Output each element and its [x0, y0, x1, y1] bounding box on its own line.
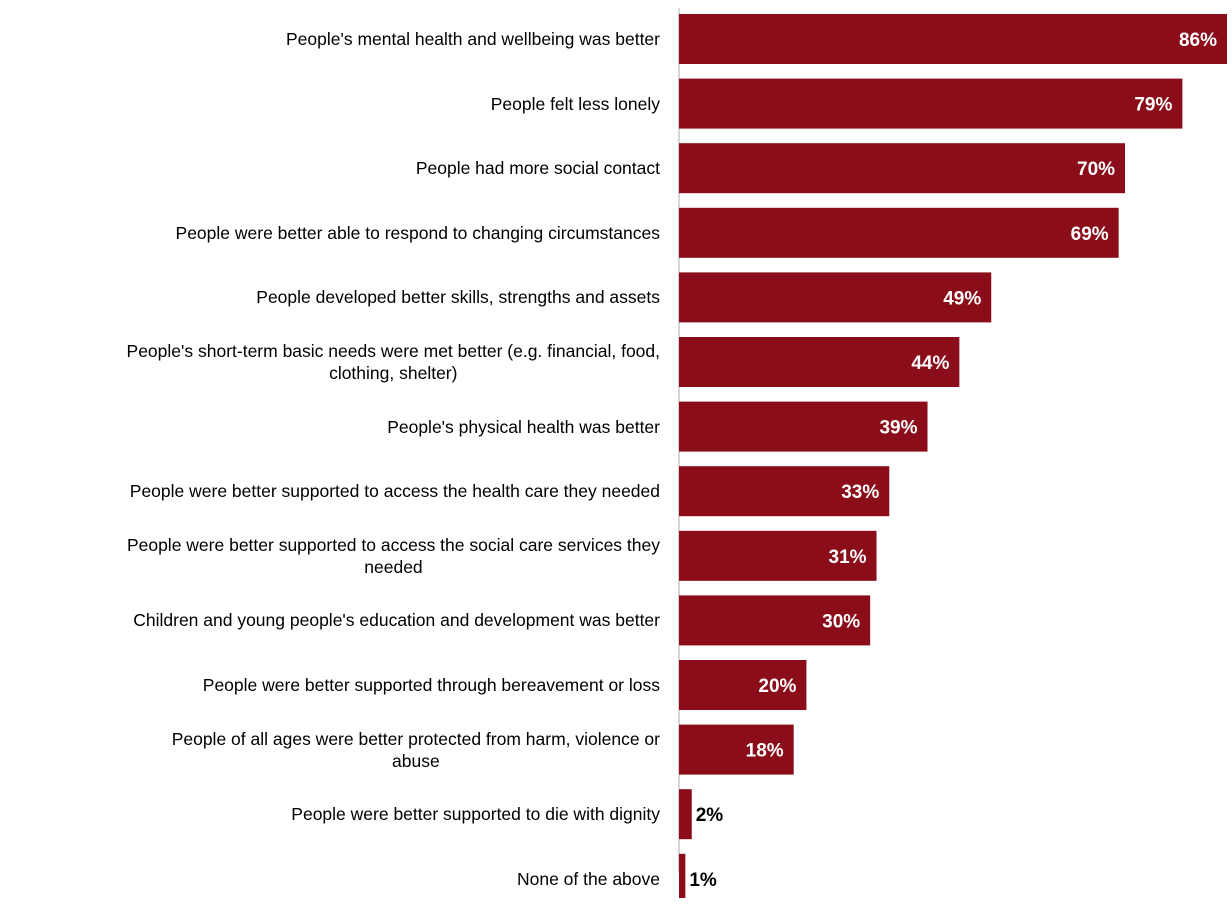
- category-label-1: People's mental health and wellbeing was…: [286, 29, 660, 49]
- value-label-10: 30%: [822, 611, 860, 632]
- category-label-2: People felt less lonely: [490, 93, 660, 114]
- value-label-13: 2%: [696, 805, 724, 826]
- bar-12: [679, 724, 794, 775]
- value-label-3: 70%: [1077, 159, 1115, 180]
- bar-8: [679, 466, 890, 517]
- value-label-6: 44%: [911, 353, 949, 374]
- value-label-11: 20%: [758, 676, 796, 697]
- value-label-9: 31%: [829, 547, 867, 568]
- bar-13: [679, 789, 692, 840]
- bar-5: [679, 272, 992, 323]
- category-label-9: People were better supported to access t…: [126, 534, 660, 577]
- category-label-11: People were better supported through ber…: [202, 675, 660, 695]
- bar-3: [679, 143, 1126, 194]
- category-label-12: People of all ages were better protected…: [171, 728, 660, 771]
- value-label-7: 39%: [879, 418, 917, 439]
- bar-10: [679, 595, 871, 646]
- category-label-14: None of the above: [516, 868, 660, 889]
- bar-1: [679, 14, 1227, 64]
- bar-4: [679, 207, 1119, 258]
- category-label-7: People's physical health was better: [387, 416, 660, 437]
- category-label-6: People's short-term basic needs were met…: [126, 341, 660, 383]
- bar-11: [679, 660, 807, 710]
- category-label-5: People developed better skills, strength…: [256, 287, 660, 308]
- value-label-1: 86%: [1179, 30, 1217, 51]
- category-label-3: People had more social contact: [415, 158, 660, 179]
- value-label-12: 18%: [746, 741, 784, 762]
- category-label-4: People were better able to respond to ch…: [175, 222, 660, 243]
- category-label-13: People were better supported to die with…: [291, 804, 660, 825]
- value-label-4: 69%: [1071, 224, 1109, 245]
- category-label-10: Children and young people's education an…: [133, 610, 660, 631]
- bar-7: [679, 401, 928, 452]
- value-label-14: 1%: [689, 870, 717, 891]
- category-label-8: People were better supported to access t…: [129, 481, 660, 502]
- bar-9: [679, 530, 877, 581]
- bar-2: [679, 78, 1183, 129]
- bar-14: [679, 853, 686, 898]
- bar-6: [679, 337, 960, 387]
- value-label-2: 79%: [1134, 95, 1172, 116]
- value-label-5: 49%: [943, 288, 981, 309]
- value-label-8: 33%: [841, 482, 879, 503]
